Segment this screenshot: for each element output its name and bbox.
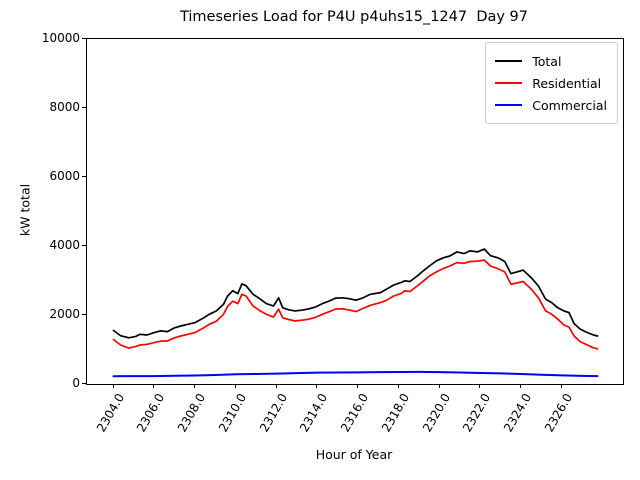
legend-line-total-swatch — [495, 60, 523, 62]
chart-title: Timeseries Load for P4U p4uhs15_1247 Day… — [179, 9, 529, 25]
x-tick-label: 2314.0 — [297, 391, 331, 435]
x-tick-label: 2316.0 — [338, 391, 372, 435]
x-tick-label: 2312.0 — [256, 391, 290, 435]
x-tick-label: 2304.0 — [93, 391, 127, 435]
legend-line-residential-swatch — [495, 82, 523, 84]
x-tick-mark — [520, 384, 522, 388]
legend-item-total: Total — [495, 50, 607, 72]
chart-canvas — [112, 248, 599, 378]
x-tick-label: 2310.0 — [215, 391, 249, 435]
legend-item-commercial: Commercial — [495, 94, 607, 116]
y-tick-label: 8000 — [49, 99, 80, 114]
legend-label-total: Total — [532, 53, 562, 69]
y-tick-mark — [82, 314, 86, 315]
x-tick-mark — [153, 384, 155, 388]
series-line-total — [112, 248, 599, 339]
y-tick-mark — [82, 107, 86, 108]
y-tick-mark — [82, 176, 86, 177]
x-tick-label: 2318.0 — [378, 391, 412, 435]
series-line-residential — [112, 259, 599, 350]
y-tick-mark — [82, 38, 86, 39]
x-tick-mark — [357, 384, 359, 388]
series-line-commercial — [112, 370, 599, 378]
y-tick-label: 6000 — [49, 168, 80, 183]
x-tick-mark — [397, 384, 399, 388]
y-tick-label: 0 — [72, 375, 80, 390]
x-tick-label: 2324.0 — [501, 391, 535, 435]
x-axis-label: Hour of Year — [315, 447, 393, 462]
x-tick-label: 2326.0 — [541, 391, 575, 435]
legend-label-commercial: Commercial — [532, 97, 607, 113]
y-tick-label: 2000 — [49, 306, 80, 321]
y-tick-mark — [82, 383, 86, 384]
plot-area: Total Residential Commercial — [86, 38, 624, 385]
legend: Total Residential Commercial — [485, 42, 618, 124]
x-tick-label: 2322.0 — [460, 391, 494, 435]
x-tick-mark — [112, 384, 114, 388]
x-tick-mark — [275, 384, 277, 388]
y-tick-label: 4000 — [49, 237, 80, 252]
y-tick-label: 10000 — [41, 30, 80, 45]
y-axis-label: kW total — [17, 183, 33, 237]
x-tick-label: 2306.0 — [134, 391, 168, 435]
x-tick-mark — [316, 384, 318, 388]
legend-line-commercial-swatch — [495, 104, 523, 106]
x-tick-mark — [560, 384, 562, 388]
x-tick-mark — [479, 384, 481, 388]
x-tick-mark — [438, 384, 440, 388]
x-tick-label: 2308.0 — [175, 391, 209, 435]
legend-item-residential: Residential — [495, 72, 607, 94]
x-tick-label: 2320.0 — [419, 391, 453, 435]
legend-label-residential: Residential — [532, 75, 602, 91]
x-tick-mark — [234, 384, 236, 388]
x-tick-mark — [194, 384, 195, 388]
y-tick-mark — [82, 245, 86, 246]
